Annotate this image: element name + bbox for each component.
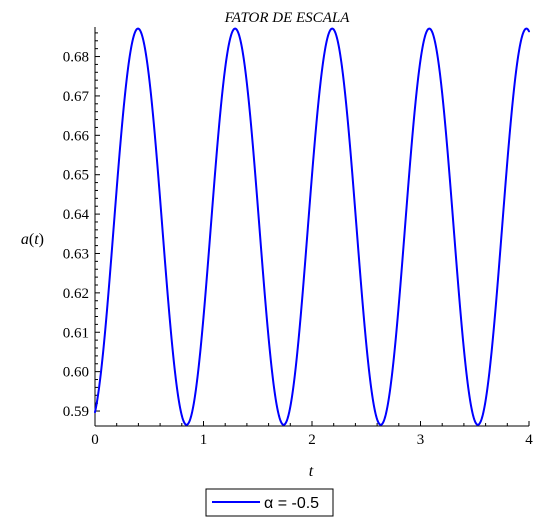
svg-text:a(t): a(t) [21, 231, 44, 248]
x-axis-ticks: 0 1 2 3 4 [91, 421, 533, 448]
x-axis-label: t [309, 463, 314, 480]
y-tick-label: 0.67 [63, 89, 90, 105]
chart-title: FATOR DE ESCALA [224, 10, 351, 26]
y-axis-label-func: a [21, 231, 29, 248]
y-tick-label: 0.63 [63, 246, 89, 262]
y-tick-label: 0.59 [63, 404, 89, 420]
legend: α = -0.5 [205, 488, 334, 517]
y-tick-label: 0.65 [63, 168, 89, 184]
x-tick-label: 3 [417, 432, 425, 448]
y-axis-label-close: ) [39, 231, 44, 248]
y-tick-label: 0.62 [63, 286, 89, 302]
y-axis-label: a(t) [21, 231, 44, 248]
y-tick-label: 0.61 [63, 325, 89, 341]
y-axis-label-var: t [34, 231, 39, 248]
y-tick-label: 0.60 [63, 365, 89, 381]
y-axis-ticks: 0.59 0.60 0.61 0.62 0.63 0.64 0.65 0.66 0.67 0.68 [63, 32, 100, 420]
x-tick-label: 1 [200, 432, 208, 448]
y-tick-label: 0.66 [63, 128, 90, 144]
x-tick-label: 2 [308, 432, 316, 448]
y-tick-label: 0.68 [63, 50, 89, 66]
series-line [94, 27, 530, 426]
y-tick-label: 0.64 [63, 207, 90, 223]
x-tick-label: 0 [91, 432, 99, 448]
legend-label: α = -0.5 [264, 495, 319, 512]
y-axis-label-open: ( [29, 231, 34, 248]
x-tick-label: 4 [525, 432, 533, 448]
